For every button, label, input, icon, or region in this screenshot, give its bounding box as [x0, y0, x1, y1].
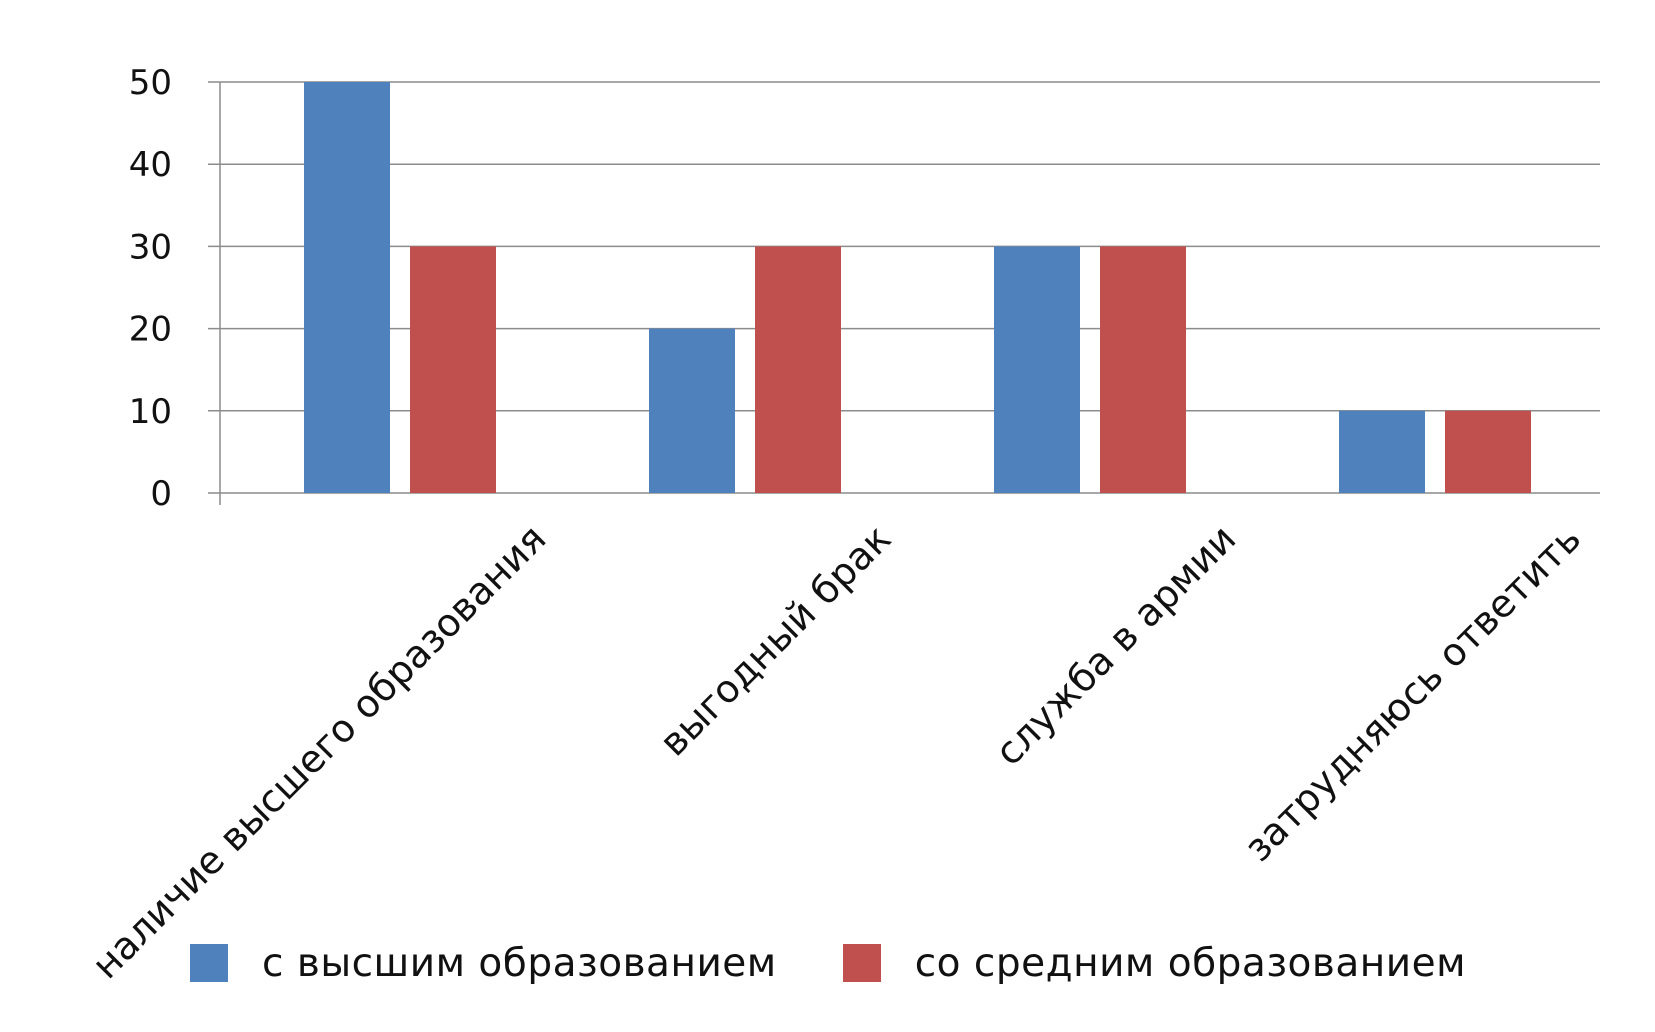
bar-2-3: [1100, 246, 1186, 493]
legend-item-series-2: со средним образованием: [842, 940, 1467, 986]
y-tick-label-10: 10: [129, 392, 172, 432]
legend-item-series-1: с высшим образованием: [190, 941, 777, 986]
x-category-label-1: наличие высшего образования: [83, 516, 554, 987]
bar-1-3: [994, 246, 1080, 493]
bar-2-1: [410, 246, 496, 493]
x-category-label-3: служба в армии: [987, 516, 1245, 774]
legend-swatch-series-2: [842, 944, 881, 982]
bar-1-2: [649, 328, 735, 493]
y-tick-label-40: 40: [129, 145, 172, 185]
y-tick-label-50: 50: [129, 63, 172, 103]
bar-2-4: [1445, 410, 1531, 493]
bar-1-4: [1339, 410, 1425, 493]
y-axis: 0 10 20 30 40 50: [129, 63, 221, 514]
x-category-label-4: затрудняюсь ответить: [1236, 516, 1590, 870]
legend: с высшим образованием со средним образов…: [190, 938, 1532, 988]
bars: [304, 82, 1531, 493]
legend-label-series-1: с высшим образованием: [262, 940, 777, 986]
y-tick-label-30: 30: [129, 227, 172, 267]
legend-label-series-2: со средним образованием: [914, 940, 1467, 986]
y-tick-label-20: 20: [129, 310, 172, 350]
x-axis-labels: наличие высшего образования выгодный брак…: [83, 516, 1589, 987]
bar-2-2: [755, 246, 841, 493]
y-tick-label-0: 0: [150, 474, 172, 514]
bar-1-1: [304, 82, 390, 493]
legend-swatch-series-1: [190, 944, 228, 982]
x-category-label-2: выгодный брак: [651, 516, 899, 764]
